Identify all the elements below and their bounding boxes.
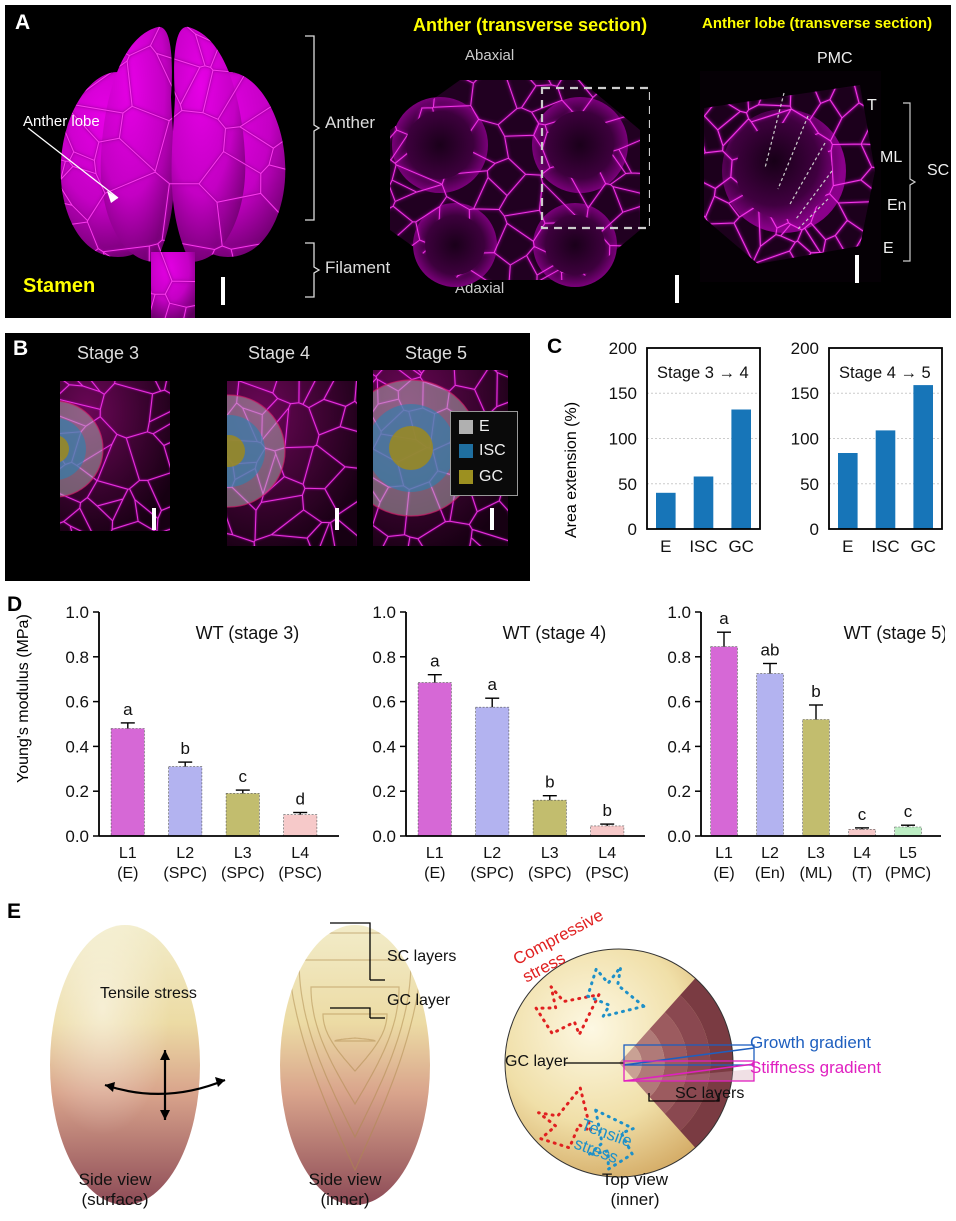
svg-text:0.6: 0.6 bbox=[372, 693, 396, 712]
svg-text:Stage 3 → 4: Stage 3 → 4 bbox=[657, 364, 749, 382]
svg-text:L4: L4 bbox=[853, 845, 871, 862]
svg-text:WT (stage 5): WT (stage 5) bbox=[844, 623, 945, 643]
svg-text:(PSC): (PSC) bbox=[278, 865, 322, 882]
svg-text:0.6: 0.6 bbox=[667, 693, 691, 712]
svg-text:L1: L1 bbox=[715, 845, 733, 862]
svg-text:0.2: 0.2 bbox=[65, 782, 89, 801]
svg-text:150: 150 bbox=[609, 384, 637, 403]
svg-text:ISC: ISC bbox=[689, 537, 717, 556]
svg-text:(E): (E) bbox=[117, 865, 138, 882]
svg-text:(SPC): (SPC) bbox=[163, 865, 207, 882]
svg-text:c: c bbox=[904, 802, 913, 821]
svg-text:(E): (E) bbox=[713, 865, 734, 882]
svg-text:b: b bbox=[545, 773, 554, 792]
svg-text:L3: L3 bbox=[807, 845, 825, 862]
svg-text:a: a bbox=[719, 609, 729, 628]
svg-text:E: E bbox=[660, 537, 671, 556]
svg-text:0.2: 0.2 bbox=[667, 782, 691, 801]
svg-text:0.8: 0.8 bbox=[65, 648, 89, 667]
svg-text:(SPC): (SPC) bbox=[528, 865, 572, 882]
svg-text:50: 50 bbox=[618, 475, 637, 494]
svg-text:L2: L2 bbox=[483, 845, 501, 862]
svg-text:(ML): (ML) bbox=[800, 865, 833, 882]
svg-text:WT (stage 3): WT (stage 3) bbox=[196, 623, 300, 643]
svg-text:L3: L3 bbox=[541, 845, 559, 862]
svg-text:0.0: 0.0 bbox=[372, 827, 396, 846]
svg-text:0.8: 0.8 bbox=[372, 648, 396, 667]
svg-text:100: 100 bbox=[791, 430, 819, 449]
svg-text:L4: L4 bbox=[291, 845, 309, 862]
svg-text:0.4: 0.4 bbox=[667, 737, 691, 756]
svg-text:L1: L1 bbox=[426, 845, 444, 862]
svg-text:L5: L5 bbox=[899, 845, 917, 862]
svg-text:GC: GC bbox=[910, 537, 936, 556]
svg-text:c: c bbox=[239, 767, 248, 786]
svg-text:(En): (En) bbox=[755, 865, 785, 882]
svg-text:b: b bbox=[811, 682, 820, 701]
svg-text:(PMC): (PMC) bbox=[885, 865, 931, 882]
svg-text:L3: L3 bbox=[234, 845, 252, 862]
svg-text:(E): (E) bbox=[424, 865, 445, 882]
svg-text:0: 0 bbox=[628, 520, 637, 539]
svg-text:a: a bbox=[487, 675, 497, 694]
svg-text:L4: L4 bbox=[598, 845, 616, 862]
svg-text:200: 200 bbox=[791, 339, 819, 358]
svg-text:0.4: 0.4 bbox=[372, 737, 396, 756]
svg-text:1.0: 1.0 bbox=[372, 603, 396, 622]
svg-text:0.0: 0.0 bbox=[667, 827, 691, 846]
svg-text:0.8: 0.8 bbox=[667, 648, 691, 667]
svg-text:50: 50 bbox=[800, 475, 819, 494]
svg-text:(SPC): (SPC) bbox=[470, 865, 514, 882]
svg-text:b: b bbox=[602, 801, 611, 820]
svg-text:GC: GC bbox=[728, 537, 754, 556]
svg-text:L2: L2 bbox=[176, 845, 194, 862]
svg-text:(SPC): (SPC) bbox=[221, 865, 265, 882]
svg-text:200: 200 bbox=[609, 339, 637, 358]
svg-text:L1: L1 bbox=[119, 845, 137, 862]
svg-text:0: 0 bbox=[810, 520, 819, 539]
svg-text:b: b bbox=[180, 739, 189, 758]
svg-text:c: c bbox=[858, 805, 867, 824]
svg-text:WT (stage 4): WT (stage 4) bbox=[503, 623, 607, 643]
svg-text:0.4: 0.4 bbox=[65, 737, 89, 756]
svg-text:E: E bbox=[842, 537, 853, 556]
svg-text:1.0: 1.0 bbox=[65, 603, 89, 622]
svg-text:Stage 4 → 5: Stage 4 → 5 bbox=[839, 364, 931, 382]
svg-text:(PSC): (PSC) bbox=[585, 865, 629, 882]
svg-text:a: a bbox=[123, 700, 133, 719]
svg-text:(T): (T) bbox=[852, 865, 872, 882]
svg-text:L2: L2 bbox=[761, 845, 779, 862]
svg-text:100: 100 bbox=[609, 430, 637, 449]
svg-text:a: a bbox=[430, 652, 440, 671]
svg-text:150: 150 bbox=[791, 384, 819, 403]
svg-text:d: d bbox=[295, 790, 304, 809]
svg-text:1.0: 1.0 bbox=[667, 603, 691, 622]
svg-text:ab: ab bbox=[761, 641, 780, 660]
svg-text:0.6: 0.6 bbox=[65, 693, 89, 712]
svg-text:0.0: 0.0 bbox=[65, 827, 89, 846]
svg-text:0.2: 0.2 bbox=[372, 782, 396, 801]
svg-text:ISC: ISC bbox=[871, 537, 899, 556]
